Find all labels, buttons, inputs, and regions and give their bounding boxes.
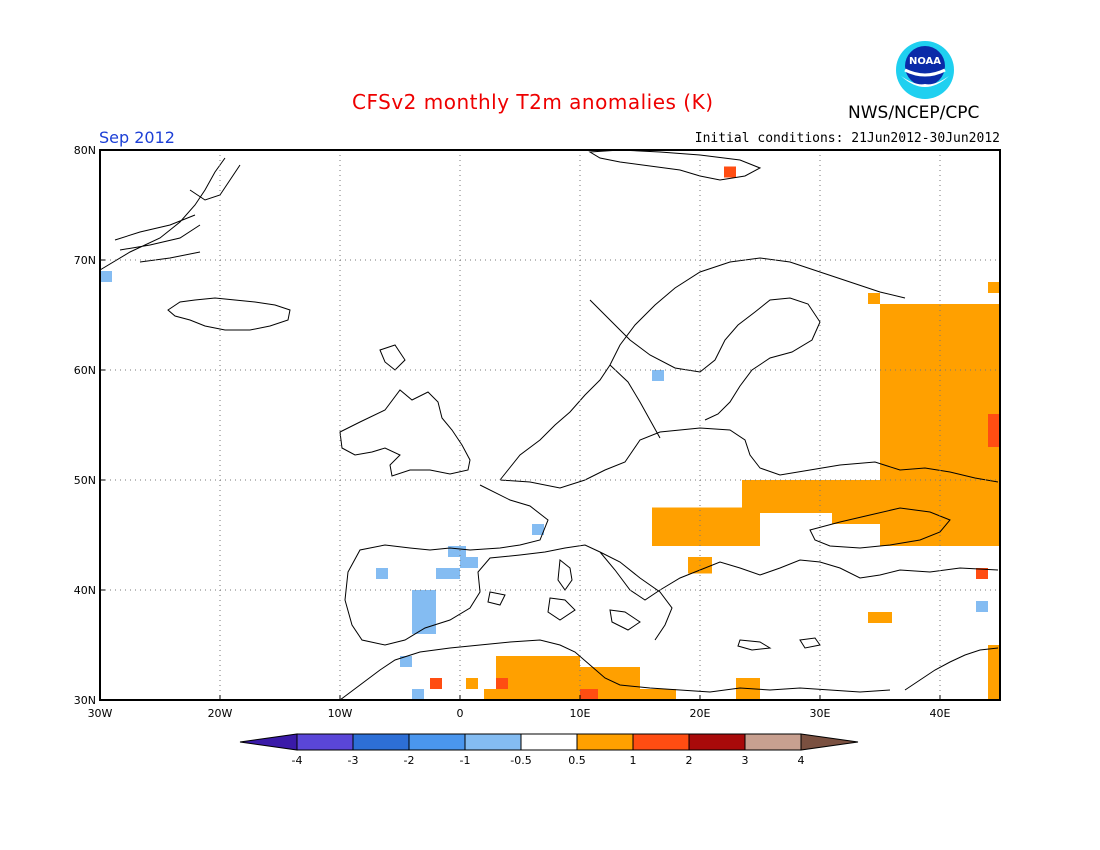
anomaly-cell-cold-0.5-1 xyxy=(412,590,436,634)
legend-level-label: -0.5 xyxy=(510,754,531,767)
noaa-logo: NOAA xyxy=(895,40,955,100)
map-frame xyxy=(99,149,1001,701)
legend-level-label: 2 xyxy=(686,754,693,767)
coastline-layer xyxy=(99,149,999,701)
anomaly-cell-warm-1-2 xyxy=(724,166,736,178)
lon-tick-label: 30E xyxy=(810,707,831,720)
legend-swatch xyxy=(576,733,634,751)
legend-arrow-low xyxy=(239,733,298,751)
anomaly-cell-warm-0.5-1 xyxy=(868,612,892,623)
coastline-europe-mainland xyxy=(344,427,999,646)
map-title: CFSv2 monthly T2m anomalies (K) xyxy=(352,90,714,114)
anomaly-cell-warm-1-2 xyxy=(988,414,1000,447)
anomaly-cell-warm-0.5-1 xyxy=(652,507,760,546)
lat-tick-label: 60N xyxy=(74,364,96,377)
anomaly-cell-warm-1-2 xyxy=(976,568,988,579)
lat-tick-label: 80N xyxy=(74,144,96,157)
legend-swatch xyxy=(352,733,410,751)
lon-tick-label: 10W xyxy=(328,707,353,720)
legend-swatch xyxy=(744,733,802,751)
legend-swatch xyxy=(520,733,578,751)
lon-tick-label: 20E xyxy=(690,707,711,720)
anomaly-cell-cold-0.5-1 xyxy=(436,568,460,579)
anomaly-cell-warm-1-2 xyxy=(496,678,508,689)
lon-tick-label: 0 xyxy=(457,707,464,720)
coastline-british-isles xyxy=(339,344,471,477)
lon-tick-label: 40E xyxy=(930,707,951,720)
coastline-iceland xyxy=(167,297,291,331)
lon-tick-label: 20W xyxy=(208,707,233,720)
coastline-scandinavia xyxy=(499,257,906,481)
coastline-north-africa xyxy=(339,639,999,701)
legend-level-label: -1 xyxy=(460,754,471,767)
org-label: NWS/NCEP/CPC xyxy=(848,103,980,123)
legend-level-label: 0.5 xyxy=(568,754,586,767)
anomaly-cell-warm-0.5-1 xyxy=(988,282,1000,293)
lon-tick-label: 30W xyxy=(88,707,113,720)
anomaly-cell-cold-0.5-1 xyxy=(376,568,388,579)
color-legend: -4 -3 -2 -1 -0.5 0.5 1 2 3 4 xyxy=(239,733,859,767)
coastline-greenland xyxy=(99,157,241,271)
anomaly-cell-cold-0.5-1 xyxy=(976,601,988,612)
anomaly-cell-cold-0.5-1 xyxy=(448,546,466,557)
coastline-mediterranean-islands xyxy=(487,559,821,651)
anomaly-cell-warm-1-2 xyxy=(430,678,442,689)
legend-swatch xyxy=(464,733,522,751)
lat-tick-label: 70N xyxy=(74,254,96,267)
anomaly-cell-warm-0.5-1 xyxy=(988,645,1000,700)
legend-level-label: 4 xyxy=(798,754,805,767)
legend-level-label: -4 xyxy=(292,754,303,767)
anomaly-cell-cold-0.5-1 xyxy=(400,656,412,667)
legend-level-label: 3 xyxy=(742,754,749,767)
anomaly-cell-warm-0.5-1 xyxy=(484,689,508,700)
anomaly-cell-warm-0.5-1 xyxy=(466,678,478,689)
anomaly-cell-warm-0.5-1 xyxy=(496,656,580,700)
lon-tick-label: 10E xyxy=(570,707,591,720)
anomaly-cell-cold-0.5-1 xyxy=(412,689,424,700)
anomaly-cell-warm-0.5-1 xyxy=(628,689,676,700)
axis-labels: 30W 20W 10W 0 10E 20E 30E 40E 30N 40N 50N 60N 70N 80N xyxy=(74,144,951,720)
legend-level-label: -2 xyxy=(404,754,415,767)
anomaly-cell-warm-0.5-1 xyxy=(892,304,1000,326)
anomaly-fill-layer xyxy=(100,166,1000,700)
lat-tick-label: 40N xyxy=(74,584,96,597)
lat-tick-label: 30N xyxy=(74,694,96,707)
anomaly-cell-warm-1-2 xyxy=(580,689,598,700)
initial-conditions: Initial conditions: 21Jun2012-30Jun2012 xyxy=(694,131,1000,146)
lat-tick-label: 50N xyxy=(74,474,96,487)
anomaly-cell-cold-0.5-1 xyxy=(100,271,112,282)
legend-swatch xyxy=(408,733,466,751)
legend-swatch xyxy=(632,733,690,751)
legend-swatch xyxy=(688,733,746,751)
coastline-black-sea xyxy=(809,507,951,549)
anomaly-cell-warm-0.5-1 xyxy=(742,480,856,513)
anomaly-cell-cold-0.5-1 xyxy=(652,370,664,381)
anomaly-cell-warm-0.5-1 xyxy=(868,293,880,304)
graticule xyxy=(100,150,1000,700)
legend-level-label: -3 xyxy=(348,754,359,767)
forecast-month: Sep 2012 xyxy=(99,128,175,147)
legend-arrow-high xyxy=(800,733,859,751)
noaa-logo-text: NOAA xyxy=(909,56,941,67)
anomaly-cell-warm-0.5-1 xyxy=(832,480,1000,524)
anomaly-cell-cold-0.5-1 xyxy=(460,557,478,568)
legend-swatch xyxy=(296,733,354,751)
legend-level-label: 1 xyxy=(630,754,637,767)
anomaly-cell-cold-0.5-1 xyxy=(532,524,544,535)
coastline-svalbard xyxy=(588,149,762,181)
